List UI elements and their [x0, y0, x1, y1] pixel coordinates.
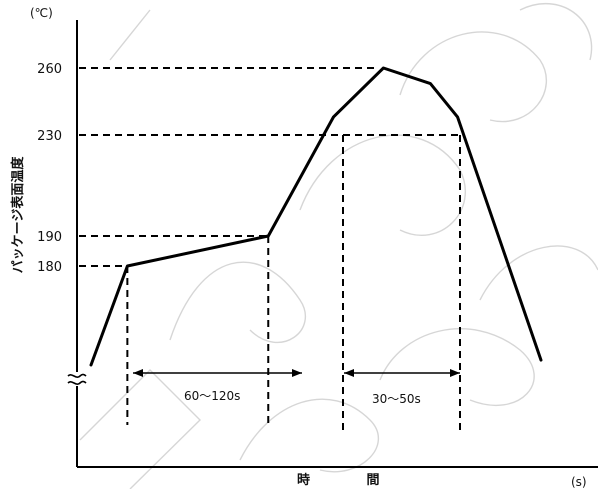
peak-time-label: 30～50s [372, 392, 421, 406]
peak-arrowhead-right [450, 369, 460, 377]
x-unit-label: (s) [571, 475, 587, 489]
peak-arrowhead-left [344, 369, 354, 377]
peak-span: 30～50s [344, 369, 460, 406]
y-tick-label-180: 180 [37, 260, 62, 275]
y-tick-label-230: 230 [37, 129, 62, 144]
preheat-arrowhead-left [133, 369, 143, 377]
y-tick-label-260: 260 [37, 62, 62, 77]
x-axis-title: 時 間 [297, 472, 406, 488]
preheat-arrowhead-right [292, 369, 302, 377]
y-tick-label-190: 190 [37, 230, 62, 245]
watermark [79, 3, 598, 489]
series-line [89, 66, 543, 367]
y-tick-labels: 260 230 190 180 [37, 62, 62, 275]
reference-guides [79, 67, 461, 435]
y-axis-break-mark [66, 372, 88, 386]
y-axis-title: パッケージ表面温度 [10, 156, 26, 274]
y-unit-label: (℃) [30, 6, 53, 20]
preheat-span: 60～120s [133, 369, 302, 403]
preheat-time-label: 60～120s [184, 389, 240, 403]
